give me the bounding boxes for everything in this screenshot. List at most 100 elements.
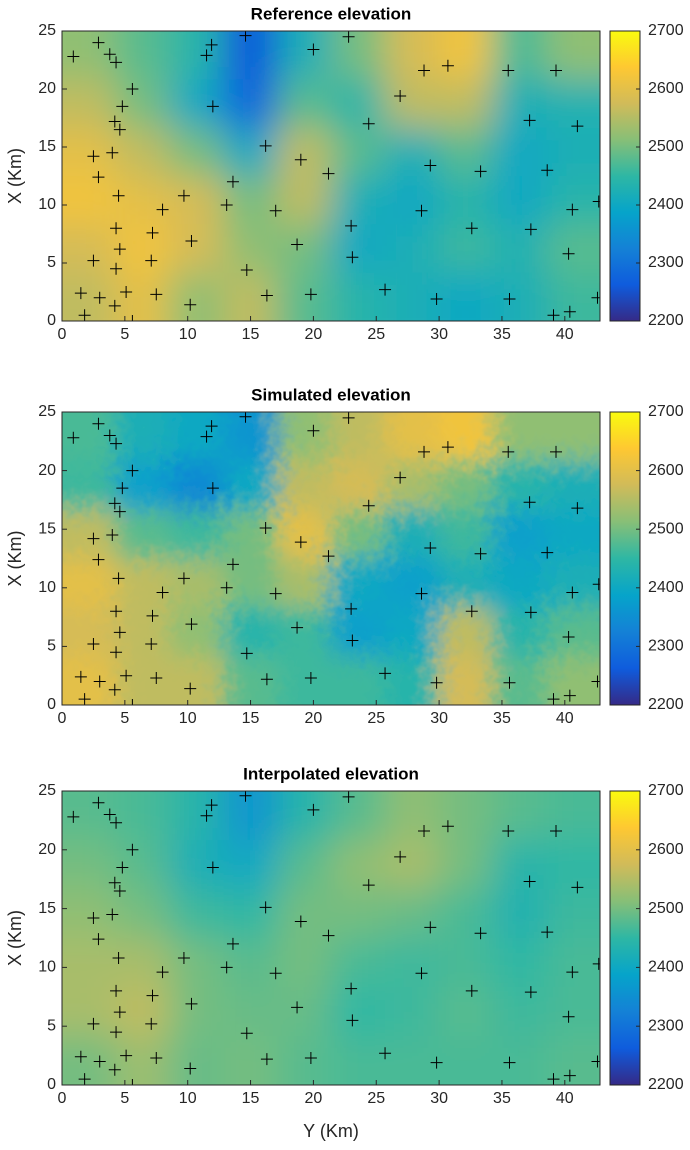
sample-point bbox=[146, 989, 159, 1002]
x-tick-label: 25 bbox=[367, 326, 385, 343]
x-tick-label: 20 bbox=[305, 1090, 323, 1107]
cell bbox=[223, 840, 278, 890]
colorbar-tick-label: 2400 bbox=[648, 959, 684, 976]
cell bbox=[115, 127, 171, 177]
y-tick-label: 10 bbox=[38, 959, 56, 976]
cell bbox=[169, 127, 224, 177]
sample-point bbox=[106, 146, 119, 159]
cell bbox=[223, 938, 278, 988]
sample-point bbox=[92, 171, 105, 184]
field bbox=[62, 31, 600, 321]
sample-point bbox=[87, 638, 100, 651]
sample-point bbox=[177, 951, 190, 964]
y-tick-label: 5 bbox=[47, 1017, 56, 1034]
sample-point bbox=[108, 299, 121, 312]
sample-point bbox=[269, 204, 282, 217]
x-tick-label: 15 bbox=[242, 1090, 260, 1107]
sample-point bbox=[110, 1026, 123, 1039]
sample-point bbox=[126, 83, 139, 95]
sample-point bbox=[502, 445, 515, 458]
sample-point bbox=[322, 550, 335, 563]
cell bbox=[169, 1036, 224, 1085]
sample-point bbox=[345, 602, 358, 615]
cell bbox=[223, 558, 278, 608]
sample-point bbox=[550, 824, 563, 837]
cell bbox=[331, 412, 386, 462]
sample-point bbox=[294, 153, 307, 166]
cell bbox=[277, 79, 332, 129]
plot-frame bbox=[61, 411, 601, 706]
cell bbox=[331, 791, 386, 841]
sample-point bbox=[294, 915, 307, 928]
cell bbox=[223, 460, 278, 511]
cell bbox=[277, 558, 332, 608]
sample-point bbox=[541, 926, 554, 939]
sample-point bbox=[415, 967, 428, 980]
x-tick-label: 25 bbox=[367, 710, 385, 727]
sample-point bbox=[112, 572, 125, 585]
sample-point bbox=[291, 238, 304, 251]
colorbar-tick-label: 2400 bbox=[648, 579, 684, 596]
x-tick-label: 40 bbox=[556, 1090, 574, 1107]
colorbar-tick-label: 2500 bbox=[648, 900, 684, 917]
colorbar bbox=[609, 30, 641, 322]
sample-point bbox=[562, 1010, 575, 1023]
y-tick-label: 5 bbox=[47, 638, 56, 655]
x-tick-label: 10 bbox=[179, 1090, 197, 1107]
colorbar-tick-label: 2200 bbox=[648, 1076, 684, 1093]
sample-point bbox=[441, 820, 454, 833]
sample-point bbox=[322, 167, 335, 180]
cell bbox=[169, 938, 224, 988]
x-tick-label: 35 bbox=[493, 1090, 511, 1107]
cell bbox=[277, 656, 332, 705]
cell bbox=[384, 412, 440, 462]
cell bbox=[62, 176, 117, 225]
sample-point bbox=[591, 675, 600, 688]
sample-point bbox=[591, 1055, 600, 1068]
sample-point bbox=[103, 48, 116, 61]
sample-point bbox=[418, 824, 431, 837]
sample-point bbox=[571, 120, 584, 133]
cell bbox=[331, 558, 386, 608]
x-tick-label: 5 bbox=[120, 1090, 129, 1107]
cell bbox=[331, 31, 386, 80]
cell bbox=[331, 79, 386, 129]
sample-point bbox=[120, 1049, 133, 1062]
sample-point bbox=[345, 982, 358, 995]
sample-point bbox=[503, 676, 516, 689]
sample-point bbox=[67, 431, 80, 444]
sample-point bbox=[93, 291, 106, 304]
cell bbox=[62, 509, 117, 559]
sample-point bbox=[307, 43, 320, 56]
sample-point bbox=[220, 581, 233, 594]
cell bbox=[438, 224, 493, 274]
sample-point bbox=[110, 222, 123, 235]
sample-point bbox=[120, 286, 133, 298]
cell bbox=[277, 987, 332, 1037]
cell bbox=[331, 1036, 386, 1085]
x-tick-label: 25 bbox=[367, 1090, 385, 1107]
y-tick-label: 20 bbox=[38, 80, 56, 97]
sample-point bbox=[259, 139, 272, 152]
cell bbox=[331, 460, 386, 511]
sample-point bbox=[92, 933, 105, 946]
sample-point bbox=[240, 263, 253, 276]
sample-point bbox=[113, 505, 126, 518]
cell bbox=[438, 272, 493, 321]
cell bbox=[62, 31, 117, 80]
sample-point bbox=[126, 464, 139, 477]
cell bbox=[115, 176, 171, 225]
cell bbox=[62, 889, 117, 939]
colorbar bbox=[609, 411, 641, 706]
x-axis-label: Y (Km) bbox=[303, 1121, 359, 1141]
sample-point bbox=[120, 669, 133, 682]
sample-point bbox=[541, 164, 554, 177]
cell bbox=[331, 127, 386, 177]
cell bbox=[438, 176, 493, 225]
cell bbox=[331, 656, 386, 705]
cell bbox=[62, 987, 117, 1037]
colorbar-tick-label: 2600 bbox=[648, 80, 684, 97]
cell bbox=[546, 558, 600, 608]
sample-point bbox=[394, 850, 407, 863]
sample-point bbox=[474, 547, 487, 560]
